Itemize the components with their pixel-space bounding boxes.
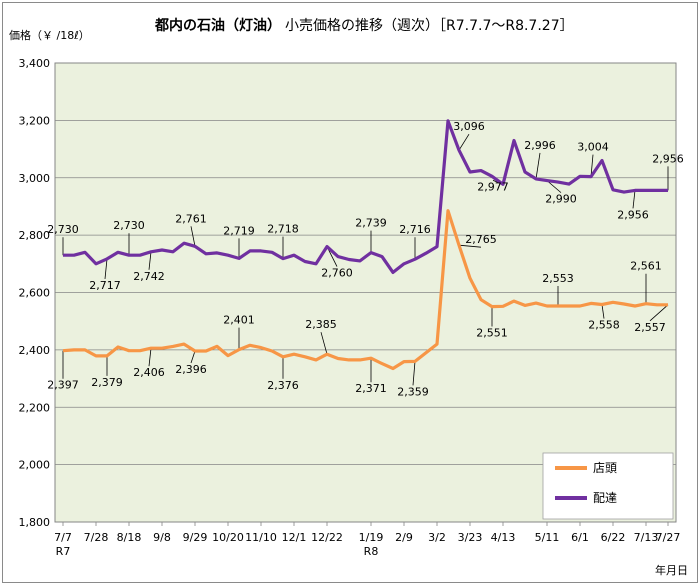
leader-line [535,152,541,179]
data-label: 3,004 [577,141,609,154]
y-tick-label: 3,000 [19,172,51,185]
leader-line [601,304,605,319]
data-label: 3,096 [453,120,485,133]
data-label: 2,956 [652,152,684,165]
data-label: 2,716 [399,223,431,236]
leader-line [190,226,196,247]
x-tick-label: 9/8 [153,531,171,544]
chart-svg: 都内の石油（灯油） 小売価格の推移（週次）［R7.7.7～R8.7.27］ 価格… [9,17,688,577]
leader-line [148,348,152,367]
data-label: 2,718 [267,223,299,236]
chart-subtitle: 小売価格の推移（週次）［R7.7.7～R8.7.27］ [285,18,574,34]
x-axis-ticks: 7/7R7 7/28 8/18 9/8 9/29 10/20 11/10 12/1 12/22 1… [54,522,680,558]
data-label: 2,406 [133,366,165,379]
legend-label-tento: 店頭 [593,461,617,475]
x-tick-label: 3/23 [458,531,483,544]
data-label: 2,557 [634,321,666,334]
y-axis-ticks: 1,800 2,000 2,200 2,400 2,600 2,800 3,000 3,200… [19,57,51,529]
data-label: 2,719 [223,224,255,237]
data-label: 2,553 [542,272,574,285]
leader-line [546,180,562,193]
data-label: 2,371 [355,382,387,395]
y-axis-label: 価格（￥ /18ℓ） [9,28,90,42]
chart-title: 都内の石油（灯油） [154,17,281,34]
leader-line [412,361,416,386]
y-tick-label: 2,200 [19,401,51,414]
series-line-haitatsu [63,119,668,274]
x-tick-era-label: R8 [364,545,379,558]
leader-line [632,190,636,209]
x-tick-era-label: R7 [56,545,71,558]
data-label: 2,359 [397,385,429,398]
x-tick-label: 3/2 [428,531,446,544]
x-tick-label: 7/13 [634,531,659,544]
data-label: 2,730 [47,223,79,236]
y-tick-label: 3,200 [19,114,51,127]
leader-line [458,133,470,151]
data-label: 2,956 [617,208,649,221]
y-tick-label: 3,400 [19,57,51,70]
data-label: 2,397 [47,379,79,392]
data-label: 2,996 [524,139,556,152]
y-tick-label: 2,800 [19,229,51,242]
leader-line [320,332,328,355]
series-lines [62,119,668,371]
x-tick-label: 7/28 [84,531,109,544]
y-tick-label: 1,800 [19,516,51,529]
data-label: 2,990 [545,193,577,206]
legend-box [542,452,674,520]
data-label: 2,396 [175,363,207,376]
leader-line [190,350,196,364]
data-label: 2,551 [476,327,508,340]
x-tick-label: 2/9 [395,531,413,544]
x-tick-label: 12/1 [282,531,307,544]
x-tick-label: 9/29 [183,531,208,544]
label-leader-lines [62,133,669,386]
y-tick-label: 2,600 [19,287,51,300]
x-tick-label: 7/7 [54,531,72,544]
x-axis-label: 年月日 [655,563,688,577]
data-label: 2,401 [223,314,255,327]
x-tick-label: 11/10 [245,531,277,544]
x-tick-label: 5/11 [535,531,560,544]
data-label: 2,765 [465,233,497,246]
data-label: 2,558 [588,319,620,332]
leader-line [590,154,594,177]
data-label: 2,379 [91,376,123,389]
y-tick-label: 2,000 [19,459,51,472]
data-label: 2,385 [305,318,337,331]
data-label: 2,977 [477,180,509,193]
x-tick-label: 4/13 [491,531,516,544]
data-label: 2,742 [133,270,165,283]
legend-label-haitatsu: 配達 [593,491,617,505]
x-tick-label: 7/27 [656,531,681,544]
leader-line [148,251,152,270]
x-tick-label: 12/22 [311,531,343,544]
data-label: 2,730 [113,219,145,232]
data-label: 2,717 [89,279,121,292]
leader-line [458,244,482,248]
data-label: 2,739 [355,217,387,230]
x-tick-label: 8/18 [117,531,142,544]
data-label: 2,376 [267,379,299,392]
leader-line [104,258,108,279]
x-tick-label: 6/1 [571,531,589,544]
x-tick-label: 1/19 [359,531,384,544]
x-tick-label: 6/22 [601,531,626,544]
leader-line [649,304,669,322]
data-label: 2,760 [321,267,353,280]
series-line-tento [62,209,668,371]
data-label: 2,561 [630,260,662,273]
data-label: 2,761 [175,212,207,225]
legend: 店頭 配達 [542,452,674,520]
y-tick-label: 2,400 [19,344,51,357]
x-tick-label: 10/20 [212,531,244,544]
data-labels: 2,730 2,717 2,730 2,742 2,761 2,719 2,718 2,760… [47,120,684,398]
